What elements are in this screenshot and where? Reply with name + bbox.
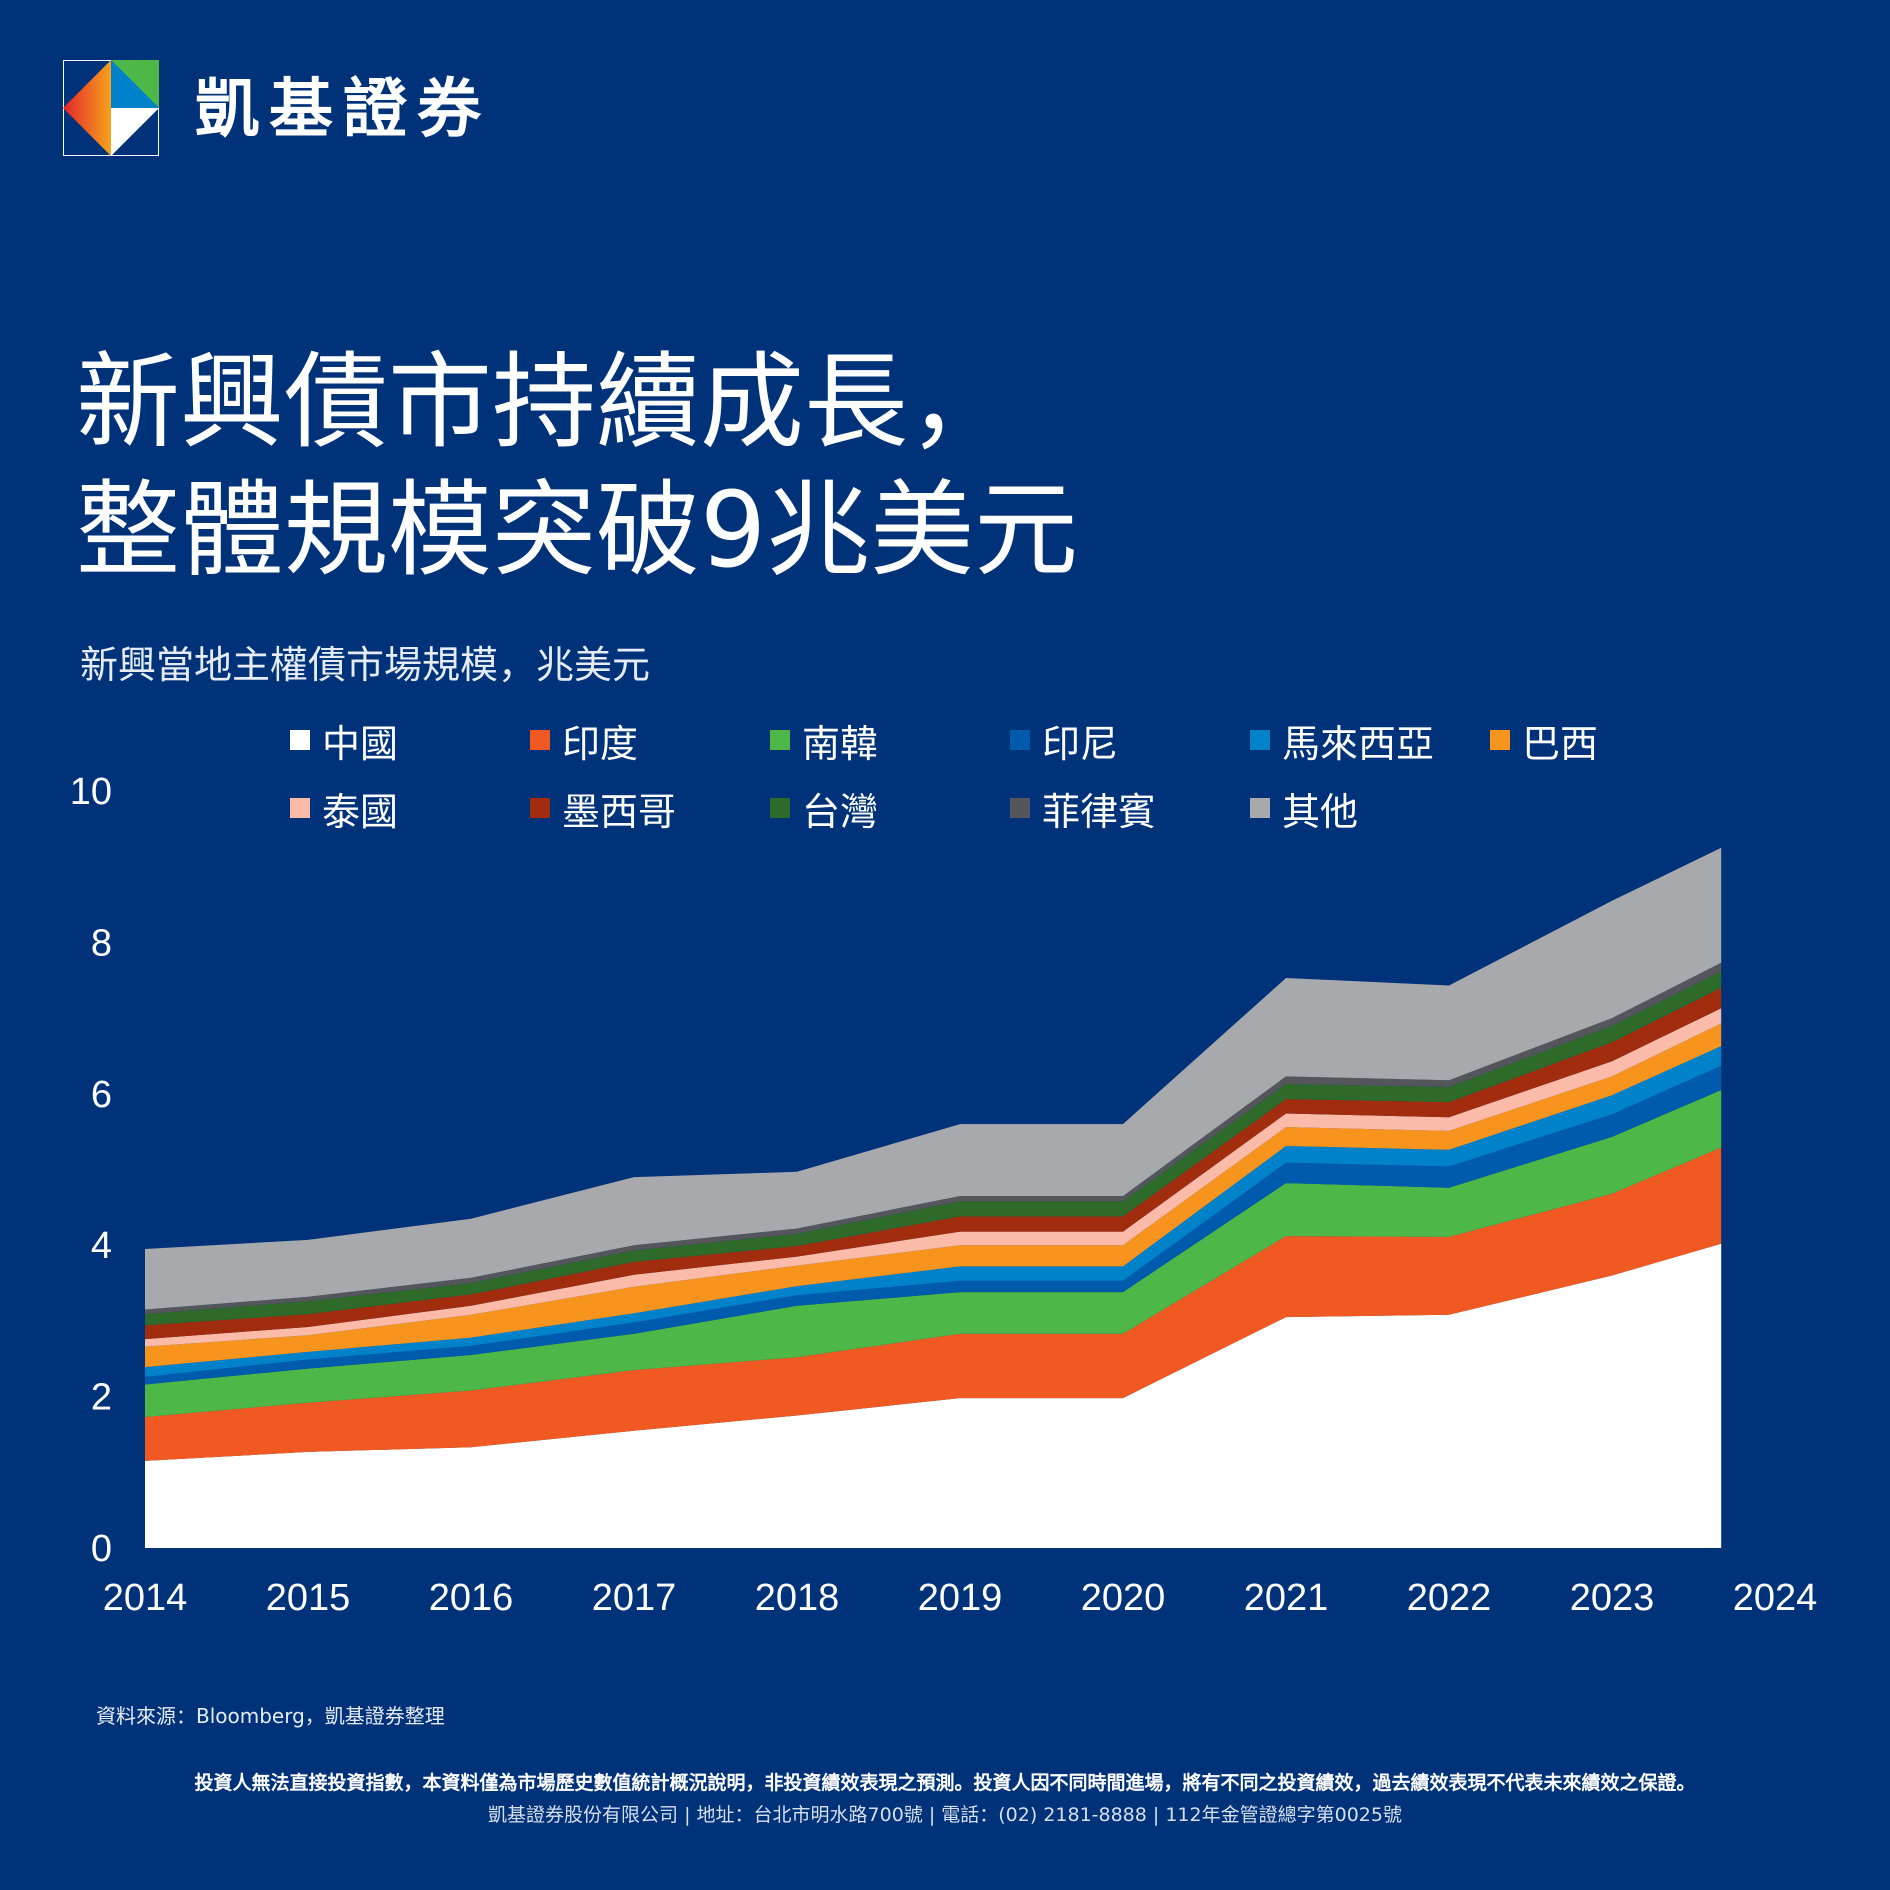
area-series-0 (145, 1243, 1722, 1548)
legend-swatch (1010, 798, 1030, 818)
y-tick-label-1: 2 (91, 1377, 112, 1419)
kgi-logo-icon (63, 60, 159, 156)
legend-label: 馬來西亞 (1282, 721, 1435, 766)
x-tick-label-8: 2022 (1407, 1577, 1492, 1619)
legend-item-10: 其他 (1250, 780, 1358, 836)
legend-item-1: 印度 (530, 712, 638, 768)
stacked-area-chart: 0 2 4 6 8 10 2014 2015 2016 2017 2018 2019 2020 2021 2… (70, 771, 1818, 1619)
legend-label: 印度 (562, 721, 639, 766)
legend-swatch (1010, 730, 1030, 750)
legend-swatch (1250, 730, 1270, 750)
x-tick-label-0: 2014 (103, 1577, 188, 1619)
area-series-10 (145, 847, 1722, 1310)
legend-label: 中國 (322, 721, 399, 766)
x-tick-label-4: 2018 (755, 1577, 840, 1619)
y-tick-label-2: 4 (91, 1225, 112, 1267)
y-tick-label-0: 0 (91, 1528, 112, 1570)
legend-label: 墨西哥 (562, 789, 677, 834)
legend-item-5: 巴西 (1490, 712, 1598, 768)
x-tick-label-1: 2015 (266, 1577, 351, 1619)
legend-label: 印尼 (1042, 721, 1119, 766)
legend-swatch (1250, 798, 1270, 818)
disclaimer-text: 投資人無法直接投資指數，本資料僅為市場歷史數值統計概況說明，非投資績效表現之預測… (194, 1772, 1696, 1794)
x-tick-label-10: 2024 (1733, 1577, 1818, 1619)
legend-item-4: 馬來西亞 (1250, 712, 1434, 768)
legend-item-6: 泰國 (290, 780, 398, 836)
legend-item-8: 台灣 (770, 780, 878, 836)
legend-swatch (530, 730, 550, 750)
title-line-2: 整體規模突破9兆美元 (76, 469, 1079, 591)
legend-swatch (1490, 730, 1510, 750)
title-line-1: 新興債市持續成長， (76, 341, 1013, 463)
x-tick-label-2: 2016 (429, 1577, 514, 1619)
y-tick-label-5: 10 (70, 771, 112, 813)
company-footer: 凱基證券股份有限公司 | 地址：台北市明水路700號 | 電話：(02) 218… (488, 1804, 1402, 1826)
chart-legend: 中國 印度 南韓 印尼 馬來西亞 巴西泰國 墨西哥 台灣 菲律賓 其他 (290, 712, 1690, 852)
x-tick-label-6: 2020 (1081, 1577, 1166, 1619)
x-tick-label-9: 2023 (1570, 1577, 1655, 1619)
legend-item-7: 墨西哥 (530, 780, 676, 836)
legend-swatch (290, 798, 310, 818)
legend-swatch (530, 798, 550, 818)
legend-swatch (770, 730, 790, 750)
legend-item-9: 菲律賓 (1010, 780, 1156, 836)
x-tick-label-3: 2017 (592, 1577, 677, 1619)
chart-subtitle: 新興當地主權債市場規模，兆美元 (80, 643, 651, 687)
source-note: 資料來源：Bloomberg，凱基證券整理 (96, 1704, 445, 1728)
legend-label: 泰國 (322, 789, 399, 834)
area-series-2 (145, 1090, 1722, 1417)
legend-label: 南韓 (802, 721, 879, 766)
legend-swatch (770, 798, 790, 818)
legend-label: 菲律賓 (1042, 789, 1157, 834)
legend-label: 其他 (1282, 789, 1359, 834)
area-series-1 (145, 1147, 1722, 1461)
legend-swatch (290, 730, 310, 750)
y-tick-label-4: 8 (91, 922, 112, 964)
y-tick-label-3: 6 (91, 1074, 112, 1116)
legend-item-2: 南韓 (770, 712, 878, 768)
x-tick-label-5: 2019 (918, 1577, 1003, 1619)
x-tick-label-7: 2021 (1244, 1577, 1329, 1619)
brand-name: 凱基證券 (195, 73, 491, 147)
legend-item-0: 中國 (290, 712, 398, 768)
page-title: 新興債市持續成長， 整體規模突破9兆美元 (76, 338, 1078, 594)
legend-label: 台灣 (802, 789, 879, 834)
legend-item-3: 印尼 (1010, 712, 1118, 768)
legend-label: 巴西 (1522, 721, 1599, 766)
